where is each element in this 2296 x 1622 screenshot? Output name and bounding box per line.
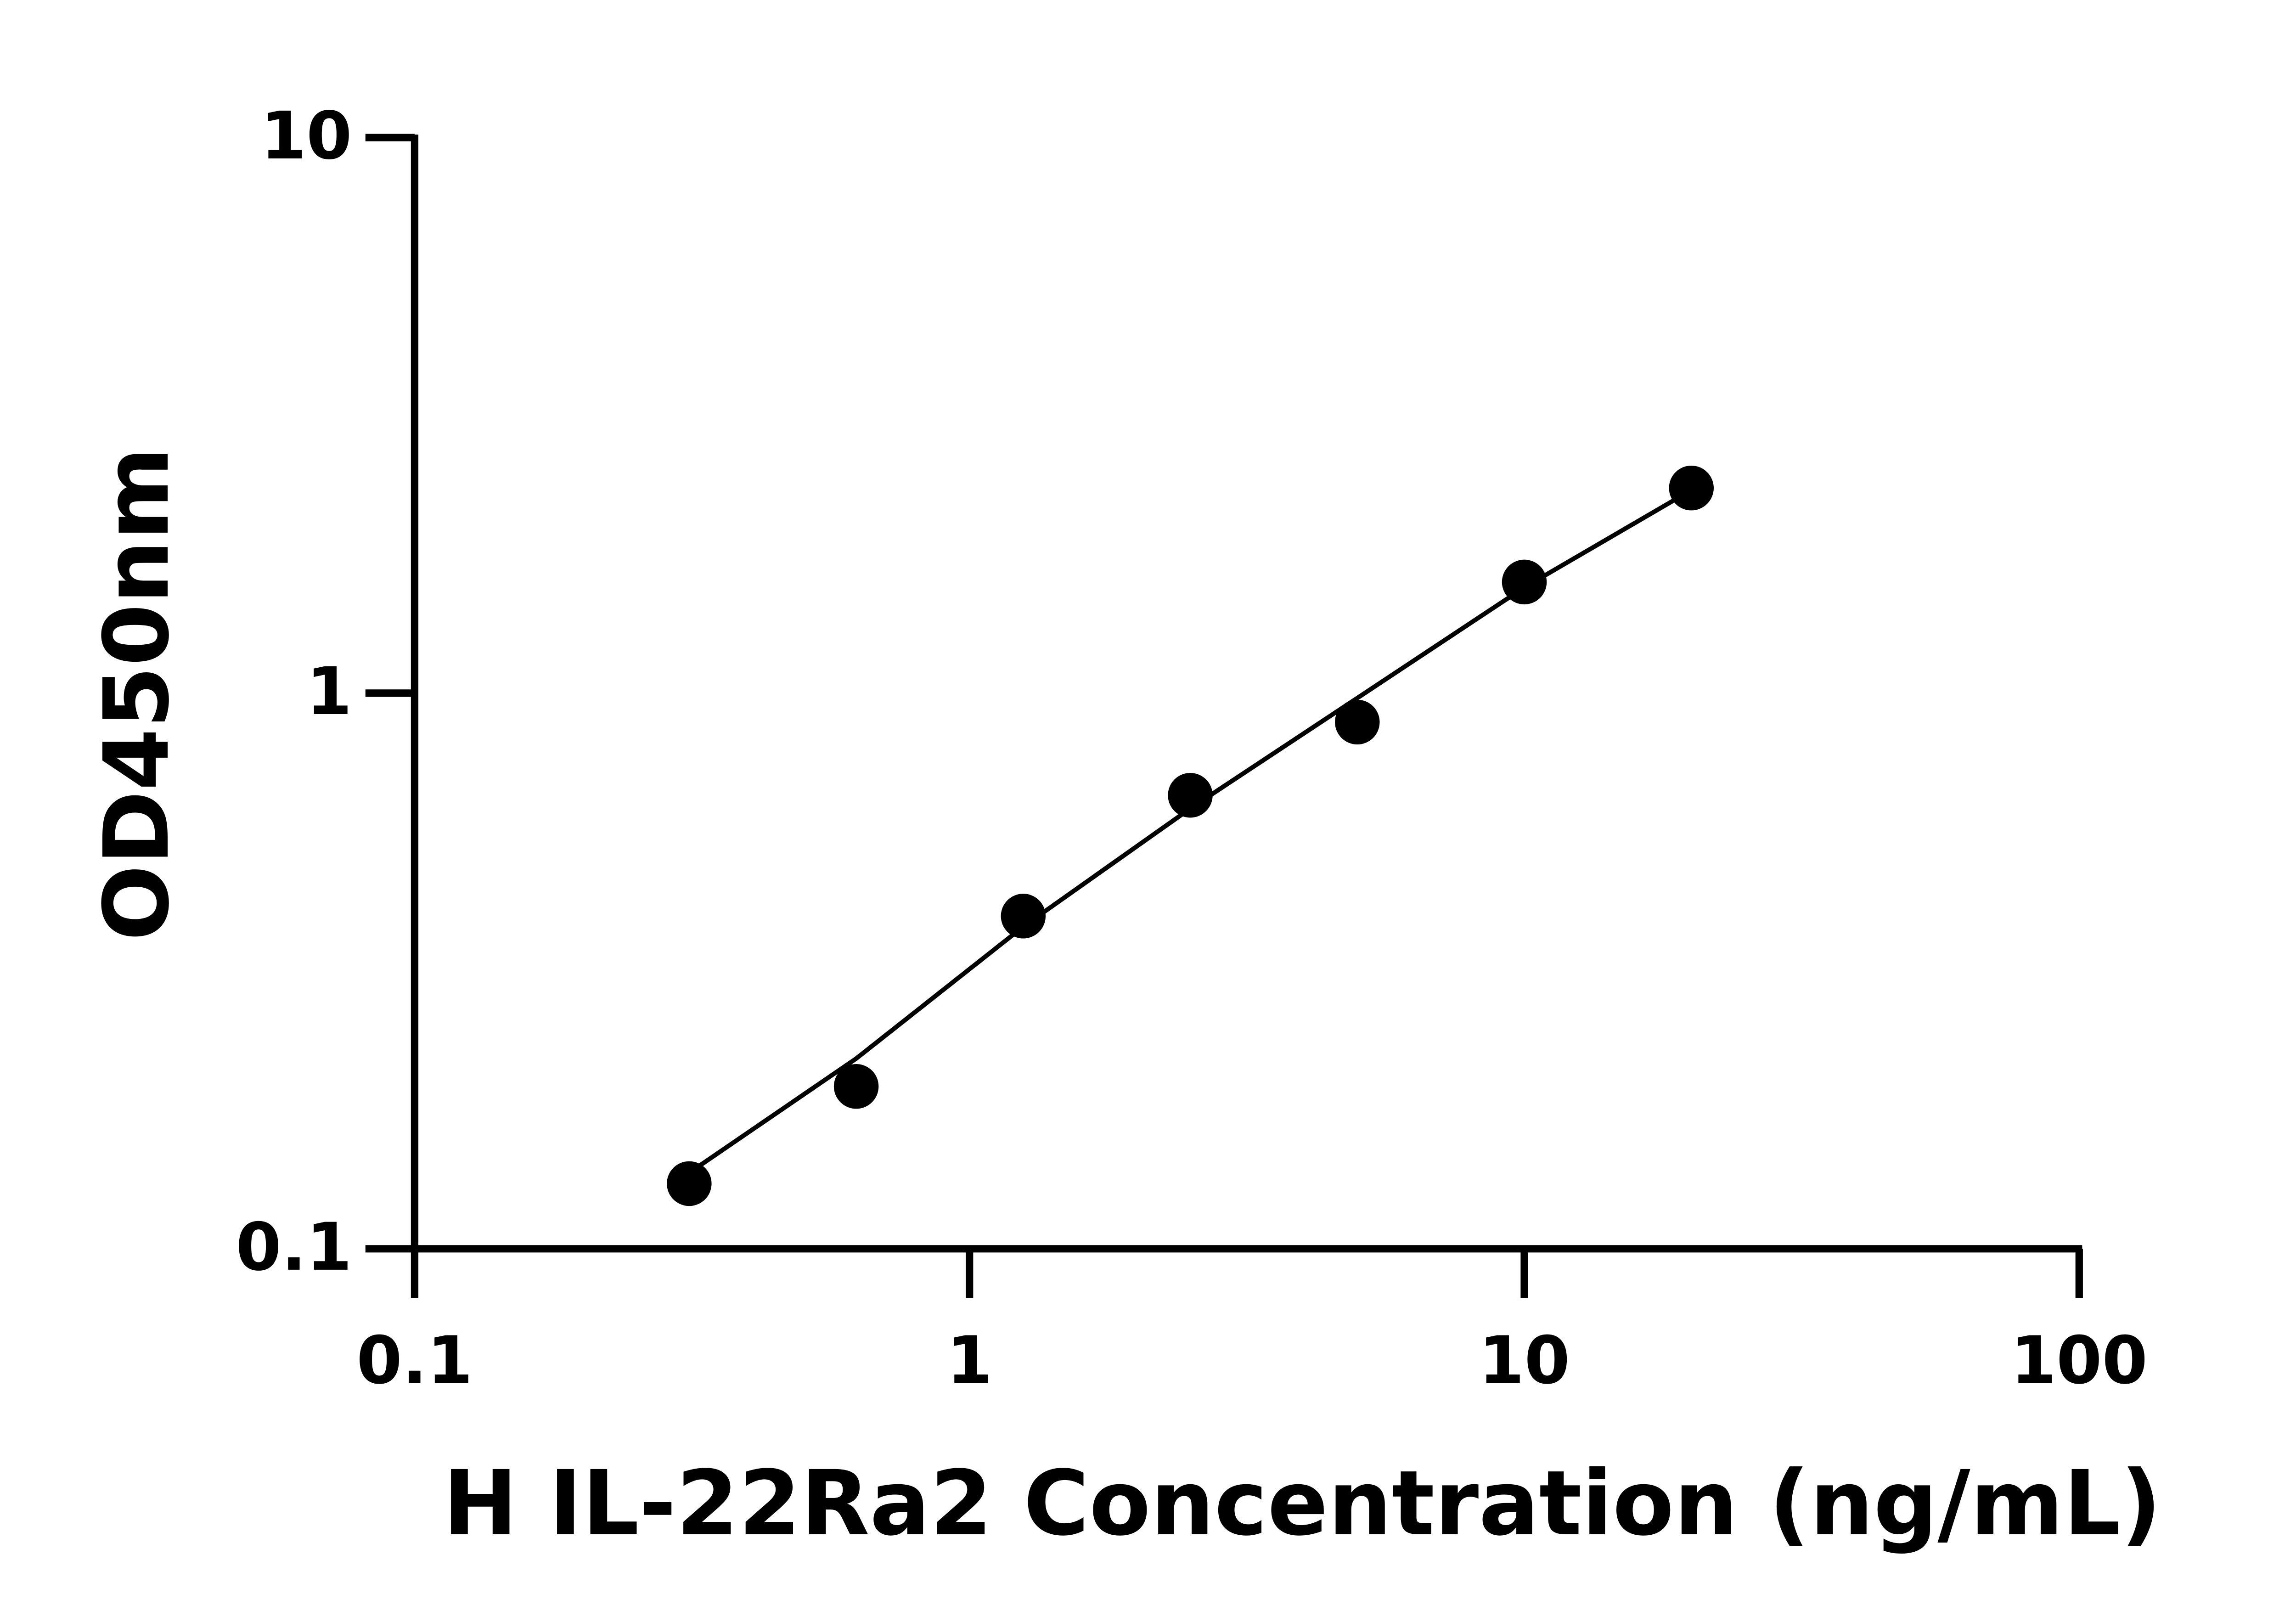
data-point bbox=[1001, 894, 1046, 939]
x-axis-title: H IL-22Ra2 Concentration (ng/mL) bbox=[443, 1451, 2161, 1555]
data-point bbox=[667, 1161, 712, 1206]
x-tick-label: 0.1 bbox=[356, 1322, 473, 1399]
data-point bbox=[1335, 699, 1380, 745]
data-point bbox=[833, 1064, 879, 1109]
data-point bbox=[1502, 559, 1547, 605]
x-tick-label: 1 bbox=[947, 1322, 992, 1399]
data-point bbox=[1168, 773, 1213, 818]
x-tick-label: 10 bbox=[1479, 1322, 1570, 1399]
y-tick-label: 0.1 bbox=[236, 1209, 352, 1285]
y-tick-label: 10 bbox=[261, 97, 352, 174]
data-point bbox=[1669, 465, 1714, 511]
x-tick-label: 100 bbox=[2011, 1322, 2148, 1399]
y-tick-label: 1 bbox=[306, 653, 352, 730]
y-axis-title: OD450nm bbox=[84, 447, 189, 941]
